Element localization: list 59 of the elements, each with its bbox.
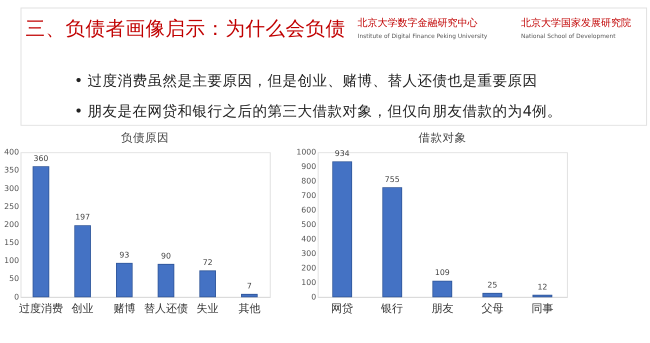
- y-tick-label: 0: [311, 292, 316, 302]
- bar: [332, 161, 352, 298]
- x-tick-label: 网贷: [331, 302, 354, 316]
- chart-title: 借款对象: [418, 130, 466, 144]
- data-label: 90: [161, 251, 171, 260]
- data-label: 72: [202, 258, 213, 267]
- y-tick-label: 600: [301, 206, 316, 214]
- y-tick-label: 300: [301, 248, 316, 258]
- bar: [158, 264, 174, 298]
- y-tick-label: 200: [4, 220, 20, 229]
- bar: [32, 166, 50, 298]
- data-label: 755: [384, 174, 400, 184]
- x-tick-label: 同事: [531, 302, 554, 316]
- y-tick-label: 500: [301, 220, 316, 229]
- data-label: 197: [75, 212, 90, 222]
- data-label: 12: [537, 282, 548, 292]
- text: 北京大学数字金融研究中心: [358, 17, 478, 30]
- y-tick-label: 300: [4, 184, 20, 193]
- y-tick-label: 0: [14, 292, 20, 302]
- text: • 过度消费虽然是主要原因，但是创业、赌博、替人还债也是重要原因: [74, 72, 538, 90]
- y-tick-label: 400: [301, 234, 316, 244]
- x-tick-label: 父母: [481, 302, 504, 316]
- bar: [74, 225, 91, 298]
- x-tick-label: 其他: [238, 302, 260, 316]
- x-tick-label: 过度消费: [18, 302, 63, 316]
- x-tick-label: 失业: [196, 302, 219, 316]
- data-label: 360: [34, 154, 48, 163]
- text: • 朋友是在网贷和银行之后的第三大借款对象，但仅向朋友借款的为4例。: [74, 103, 562, 120]
- bar: [482, 292, 502, 298]
- bar: [199, 270, 216, 298]
- data-label: 93: [119, 250, 130, 260]
- data-label: 25: [487, 280, 498, 290]
- y-tick-label: 50: [9, 274, 20, 284]
- data-label: 7: [246, 281, 252, 290]
- text: 北京大学国家发展研究院: [520, 17, 631, 30]
- bar: [432, 280, 452, 298]
- y-tick-label: 250: [4, 202, 20, 211]
- chart-title: 负债原因: [121, 130, 170, 144]
- y-tick-label: 100: [301, 278, 316, 287]
- y-tick-label: 400: [4, 148, 20, 157]
- x-tick-label: 赌博: [113, 302, 136, 316]
- data-label: 934: [334, 148, 350, 158]
- y-tick-label: 150: [4, 238, 20, 248]
- text: 三、负债者画像启示：为什么会负债: [25, 16, 346, 40]
- x-tick-label: 替人还债: [144, 302, 188, 316]
- y-tick-label: 700: [301, 191, 316, 200]
- x-tick-label: 创业: [72, 302, 94, 316]
- bar: [241, 294, 258, 298]
- data-label: 109: [434, 268, 450, 278]
- y-tick-label: 200: [301, 263, 316, 272]
- y-tick-label: 100: [4, 256, 20, 266]
- y-tick-label: 350: [4, 166, 20, 175]
- y-tick-label: 1000: [296, 148, 316, 157]
- y-tick-label: 800: [301, 176, 316, 186]
- x-tick-label: 朋友: [431, 302, 454, 316]
- x-tick-label: 银行: [380, 302, 404, 316]
- bar: [116, 262, 133, 298]
- bar: [382, 187, 402, 298]
- y-tick-label: 900: [301, 162, 316, 172]
